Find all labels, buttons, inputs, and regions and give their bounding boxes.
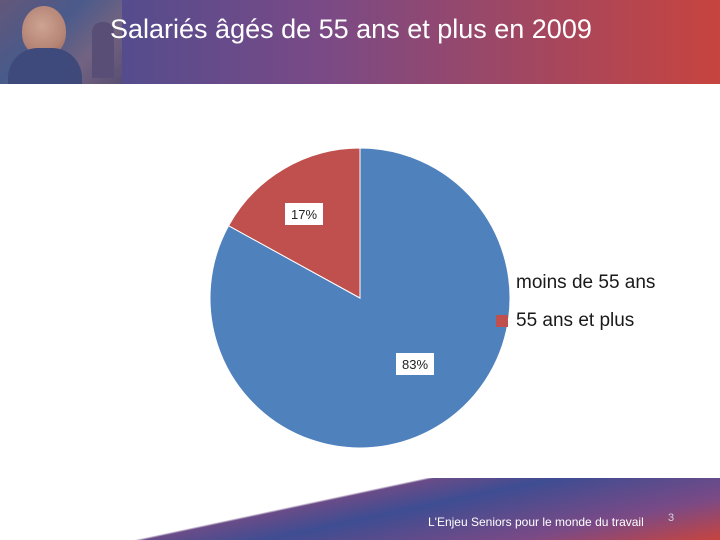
data-label-box: [396, 353, 434, 375]
photo-person-face: [22, 6, 66, 56]
legend-label: moins de 55 ans: [516, 272, 656, 293]
footer-band: [0, 478, 720, 540]
pie-data-labels: 83% 17%: [285, 203, 434, 375]
data-label-moins-de-55: 83%: [402, 357, 428, 372]
chart-legend: moins de 55 ans 55 ans et plus: [496, 264, 655, 340]
legend-item-moins-de-55: moins de 55 ans: [496, 264, 655, 302]
legend-swatch-red: [496, 315, 508, 327]
legend-item-55-et-plus: 55 ans et plus: [496, 302, 655, 340]
photo-background-figure: [92, 22, 114, 78]
slide-title: Salariés âgés de 55 ans et plus en 2009: [110, 14, 592, 44]
pie-slices: [209, 147, 511, 449]
legend-swatch-blue: [496, 277, 508, 289]
data-label-box: [285, 203, 323, 225]
header-photo: [0, 0, 122, 84]
photo-person-body: [8, 48, 82, 84]
page-number: 3: [668, 512, 675, 524]
footer-text: L'Enjeu Seniors pour le monde du travail: [428, 515, 644, 529]
slide-header: Salariés âgés de 55 ans et plus en 2009: [0, 0, 720, 84]
data-label-55-et-plus: 17%: [291, 207, 317, 222]
legend-label: 55 ans et plus: [516, 310, 635, 331]
